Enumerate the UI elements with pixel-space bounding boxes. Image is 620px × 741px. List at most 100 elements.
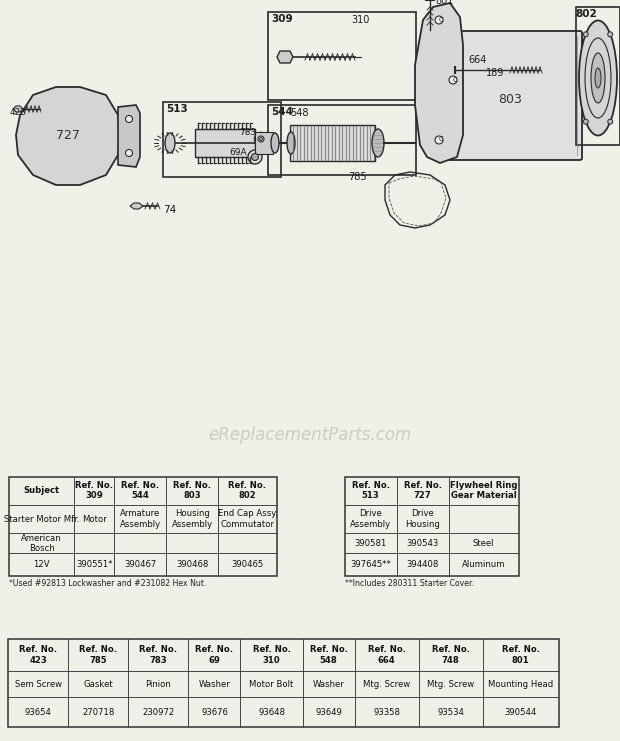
Ellipse shape [583, 32, 588, 37]
Text: Ref. No.
802: Ref. No. 802 [229, 481, 267, 500]
Bar [345, 476, 519, 576]
Text: Mtg. Screw: Mtg. Screw [427, 679, 474, 688]
Text: Pinion: Pinion [146, 679, 171, 688]
Bar [195, 129, 255, 157]
Text: Drive
Housing: Drive Housing [405, 509, 440, 529]
Ellipse shape [258, 136, 264, 142]
Text: 390544: 390544 [505, 708, 537, 717]
Text: Drive
Assembly: Drive Assembly [350, 509, 391, 529]
Text: 801: 801 [436, 0, 454, 6]
Text: 390465: 390465 [231, 560, 264, 569]
Text: Ref. No.
544: Ref. No. 544 [122, 481, 159, 500]
Text: 74: 74 [163, 205, 176, 215]
Text: Mtg. Screw: Mtg. Screw [363, 679, 410, 688]
Text: Ref. No.
664: Ref. No. 664 [368, 645, 405, 665]
Text: 727: 727 [56, 130, 80, 142]
Text: 397645**: 397645** [350, 560, 391, 569]
Text: Sem Screw: Sem Screw [15, 679, 62, 688]
Text: 93358: 93358 [373, 708, 400, 717]
Polygon shape [16, 87, 120, 185]
Text: 390543: 390543 [407, 539, 439, 548]
Text: 230972: 230972 [142, 708, 174, 717]
Ellipse shape [125, 116, 133, 122]
Text: 394408: 394408 [407, 560, 439, 569]
Text: American
Bosch: American Bosch [22, 534, 62, 553]
Polygon shape [415, 3, 463, 163]
Text: Mounting Head: Mounting Head [488, 679, 554, 688]
Text: 785: 785 [348, 172, 367, 182]
Ellipse shape [248, 150, 262, 164]
Ellipse shape [254, 133, 267, 145]
Bar [163, 102, 281, 177]
Polygon shape [118, 105, 140, 167]
Text: Ref. No.
785: Ref. No. 785 [79, 645, 117, 665]
Text: 93649: 93649 [315, 708, 342, 717]
Text: C: C [438, 136, 443, 142]
Text: 309: 309 [271, 14, 293, 24]
Text: 270718: 270718 [82, 708, 115, 717]
Text: Ref. No.
423: Ref. No. 423 [19, 645, 57, 665]
Text: Ref. No.
310: Ref. No. 310 [252, 645, 291, 665]
Text: 390467: 390467 [124, 560, 156, 569]
Text: Ref. No.
783: Ref. No. 783 [140, 645, 177, 665]
Ellipse shape [260, 138, 262, 141]
Text: eReplacementParts.com: eReplacementParts.com [208, 426, 412, 445]
Ellipse shape [591, 53, 605, 103]
Text: 513: 513 [166, 104, 188, 114]
Text: Motor Bolt: Motor Bolt [249, 679, 294, 688]
Text: Ref. No.
513: Ref. No. 513 [352, 481, 389, 500]
Bar [268, 12, 416, 100]
Ellipse shape [579, 21, 617, 136]
Text: 783: 783 [239, 128, 256, 138]
Text: 802: 802 [575, 9, 597, 19]
Text: Flywheel Ring
Gear Material: Flywheel Ring Gear Material [450, 481, 518, 500]
Text: 12V: 12V [33, 560, 50, 569]
Bar [576, 7, 620, 145]
Text: 310: 310 [351, 15, 369, 25]
Text: C: C [453, 77, 458, 83]
Text: C: C [438, 17, 443, 23]
Text: 423: 423 [10, 108, 27, 118]
Text: *Used #92813 Lockwasher and #231082 Hex Nut.: *Used #92813 Lockwasher and #231082 Hex … [9, 579, 206, 588]
Text: Ref. No.
748: Ref. No. 748 [432, 645, 470, 665]
Bar [9, 476, 277, 576]
Ellipse shape [608, 119, 613, 124]
Bar [290, 125, 375, 161]
Ellipse shape [435, 16, 443, 24]
Ellipse shape [287, 132, 295, 154]
Text: 664: 664 [469, 55, 487, 65]
Text: Starter Motor Mfr.: Starter Motor Mfr. [4, 514, 79, 524]
Ellipse shape [372, 129, 384, 157]
Text: Aluminum: Aluminum [462, 560, 505, 569]
Polygon shape [277, 51, 293, 63]
Ellipse shape [608, 32, 613, 37]
Bar [268, 105, 416, 175]
FancyBboxPatch shape [448, 31, 582, 160]
Text: 803: 803 [498, 93, 522, 107]
Ellipse shape [435, 136, 443, 144]
Text: Washer: Washer [312, 679, 345, 688]
Text: Ref. No.
309: Ref. No. 309 [75, 481, 113, 500]
Text: 390468: 390468 [176, 560, 208, 569]
Text: Ref. No.
801: Ref. No. 801 [502, 645, 540, 665]
Text: Ref. No.
69: Ref. No. 69 [195, 645, 234, 665]
Text: Steel: Steel [473, 539, 495, 548]
Bar [255, 132, 273, 154]
Ellipse shape [595, 68, 601, 88]
Text: Housing
Assembly: Housing Assembly [172, 509, 213, 529]
Text: Armature
Assembly: Armature Assembly [120, 509, 161, 529]
Text: 390551*: 390551* [76, 560, 113, 569]
Text: Subject: Subject [24, 486, 60, 495]
Ellipse shape [449, 76, 457, 84]
Text: Ref. No.
803: Ref. No. 803 [174, 481, 211, 500]
Ellipse shape [583, 119, 588, 124]
Ellipse shape [165, 133, 175, 153]
Ellipse shape [125, 150, 133, 156]
Polygon shape [13, 106, 23, 112]
Text: 189: 189 [486, 68, 504, 78]
Text: 93648: 93648 [258, 708, 285, 717]
Text: Motor: Motor [82, 514, 107, 524]
Ellipse shape [252, 153, 259, 161]
Text: Gasket: Gasket [84, 679, 113, 688]
Polygon shape [130, 203, 143, 209]
